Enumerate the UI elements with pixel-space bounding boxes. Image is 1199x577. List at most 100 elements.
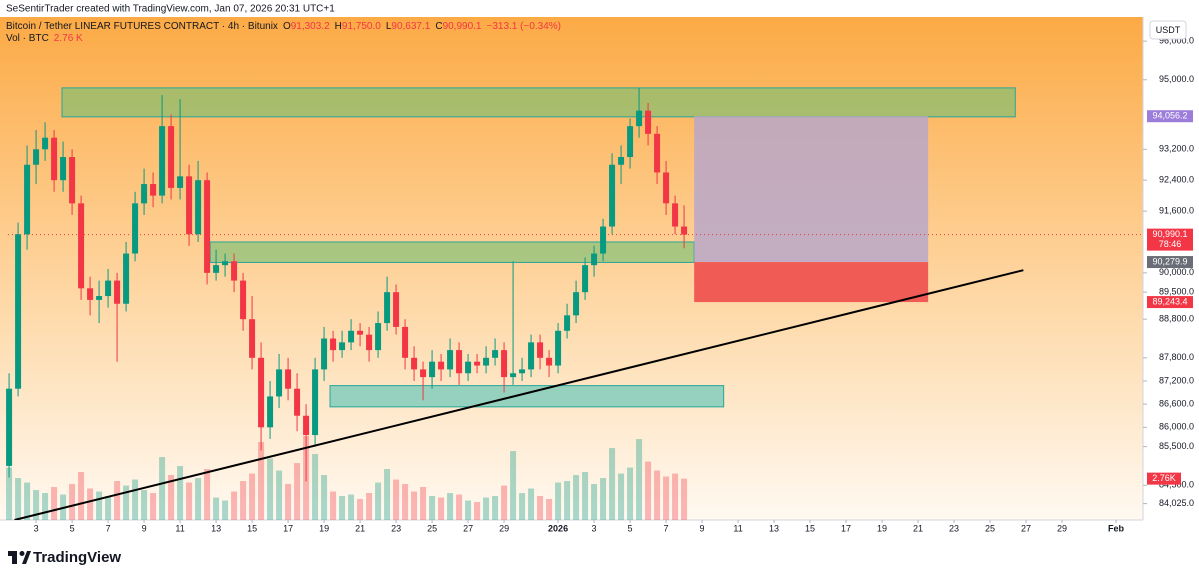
volume-bar [78, 472, 85, 520]
volume-bar [438, 497, 445, 520]
volume-bar [609, 448, 616, 520]
candle-body [321, 338, 328, 370]
price-tag-label: 89,243.4 [1152, 296, 1187, 306]
volume-bar [618, 473, 625, 520]
y-tick-label: 86,000.0 [1159, 422, 1194, 432]
price-tag-label: 90,279.9 [1152, 256, 1187, 266]
price-tag [1147, 256, 1193, 269]
currency-label: USDT [1156, 25, 1181, 35]
candle-body [582, 265, 589, 293]
candle-body [366, 334, 373, 351]
volume-bar [492, 496, 499, 520]
volume-bar [159, 457, 166, 520]
volume-bar [654, 470, 661, 520]
x-tick-label: 5 [70, 523, 75, 533]
volume-bar [69, 484, 76, 520]
candle-body [51, 137, 58, 181]
volume-bar [42, 493, 49, 520]
volume-tag-label: 2.76K [1152, 473, 1176, 483]
ohlc-value: 90,990.1 [443, 21, 482, 32]
volume-bar [132, 479, 139, 520]
candle-body [105, 280, 112, 297]
price-axis-background [1143, 17, 1199, 520]
volume-bar [15, 478, 22, 520]
x-tick-label: 17 [841, 523, 851, 533]
candle-body [294, 388, 301, 416]
candle-body [15, 234, 22, 389]
candle-body [492, 350, 499, 358]
volume-bar [537, 496, 544, 520]
volume-bar [555, 482, 562, 520]
ohlc-key: O [283, 21, 291, 32]
volume-bar [285, 484, 292, 520]
volume-bar [195, 478, 202, 520]
loss-zone [694, 262, 929, 303]
volume-bar [222, 500, 229, 520]
volume-bar [411, 491, 418, 520]
candle-body [24, 164, 31, 235]
candle-body [411, 357, 418, 370]
ohlc-value: 91,303.2 [291, 21, 330, 32]
volume-bar [87, 488, 94, 520]
candle-body [213, 265, 220, 273]
x-tick-label: 7 [664, 523, 669, 533]
volume-bar [213, 497, 220, 520]
x-tick-label: 13 [211, 523, 221, 533]
volume-bar [366, 493, 373, 520]
volume-bar [564, 481, 571, 520]
x-tick-label: 29 [1057, 523, 1067, 533]
currency-button[interactable] [1149, 20, 1187, 40]
candle-body [375, 323, 382, 351]
volume-bar [546, 499, 553, 520]
usdt-button[interactable]: USDT [1149, 20, 1187, 40]
candle-body [33, 149, 40, 165]
x-tick-label: 23 [949, 523, 959, 533]
volume-bar [582, 472, 589, 520]
candle-body [114, 280, 121, 304]
candle-body [330, 338, 337, 351]
volume-bar [258, 442, 265, 520]
x-tick-label: Feb [1108, 523, 1125, 533]
candle-body [6, 388, 13, 466]
candle-body [348, 330, 355, 343]
volume-bar [402, 484, 409, 520]
x-tick-label: 5 [628, 523, 633, 533]
volume-bar [186, 482, 193, 520]
volume-title: Vol · BTC [6, 33, 49, 44]
volume-bar [429, 496, 436, 520]
y-tick-label: 92,400.0 [1159, 175, 1194, 185]
candle-body [357, 330, 364, 335]
candle-body [609, 164, 616, 227]
y-tick-label: 93,200.0 [1159, 144, 1194, 154]
x-tick-label: 9 [142, 523, 147, 533]
candle-body [60, 157, 67, 181]
price-tag-countdown: 78:46 [1159, 239, 1182, 249]
volume-bar [105, 496, 112, 520]
candle-body [312, 369, 319, 436]
candle-body [510, 373, 517, 378]
volume-bar [150, 493, 157, 520]
candle-body [204, 180, 211, 273]
volume-bar [312, 454, 319, 520]
candle-body [123, 253, 130, 304]
volume-bar [501, 485, 508, 520]
candle-body [384, 292, 391, 324]
y-tick-label: 90,000.0 [1159, 267, 1194, 277]
candle-body [636, 110, 643, 127]
candle-body [87, 288, 94, 300]
x-tick-label: 25 [427, 523, 437, 533]
volume-bar [204, 469, 211, 520]
volume-bar [177, 466, 184, 520]
candle-body [222, 261, 229, 266]
candle-body [168, 126, 175, 188]
x-tick-label: 19 [877, 523, 887, 533]
volume-bar [123, 485, 130, 520]
zone [329, 385, 725, 408]
volume-bar [528, 488, 535, 520]
volume-bar [519, 493, 526, 520]
volume-bar [231, 491, 238, 520]
volume-bar [465, 500, 472, 520]
x-tick-label: 9 [700, 523, 705, 533]
candle-body [474, 361, 481, 366]
candle-body [681, 226, 688, 235]
